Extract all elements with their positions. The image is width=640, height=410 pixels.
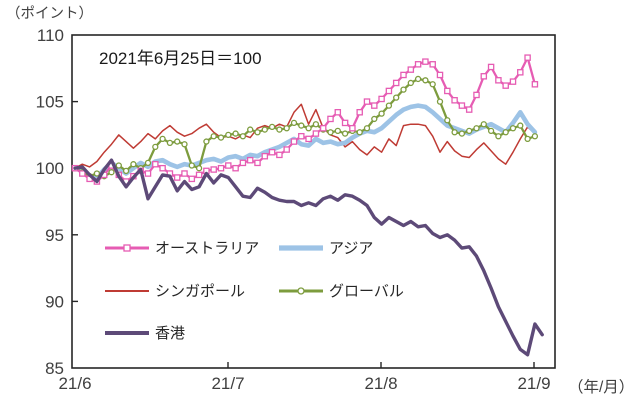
series-hongkong (73, 158, 544, 357)
y-tick-label: 110 (37, 26, 64, 45)
legend-line-hongkong-sample (105, 330, 149, 335)
legend-item-hongkong: 香港 (104, 322, 185, 343)
series-australia (71, 54, 539, 185)
y-tick-label: 105 (36, 93, 64, 112)
y-tick-label: 95 (45, 226, 64, 245)
legend-label-global: グローバル (329, 283, 404, 300)
base-date-annotation: 2021年6月25日＝100 (99, 49, 262, 68)
x-tick-label: 21/9 (517, 374, 550, 393)
legend-item-singapore: シンガポール (104, 280, 245, 301)
x-tick-label: 21/8 (364, 374, 397, 393)
x-tick-label: 21/7 (211, 374, 244, 393)
legend-line-australia-sample (105, 243, 149, 252)
y-tick-label: 100 (36, 159, 64, 178)
legend-line-singapore-sample (105, 289, 149, 292)
legend-item-asia: アジア (278, 237, 373, 258)
series-singapore (74, 103, 536, 169)
x-axis-unit-label: （年/月） (568, 378, 634, 396)
y-tick-label: 90 (45, 292, 64, 311)
legend-label-singapore: シンガポール (155, 283, 246, 300)
legend-line-asia-sample (279, 244, 323, 251)
x-tick-label: 21/6 (58, 374, 91, 393)
plot-border (71, 34, 556, 369)
legend-label-australia: オーストラリア (155, 240, 260, 257)
series-asia (72, 103, 538, 180)
legend-item-australia: オーストラリア (104, 237, 259, 258)
legend-label-asia: アジア (329, 240, 374, 257)
legend-line-global-sample (279, 286, 323, 295)
y-axis-unit-label: （ポイント） (6, 5, 93, 22)
legend-label-hongkong: 香港 (155, 325, 186, 342)
y-tick-label: 85 (45, 359, 64, 378)
legend-item-global: グローバル (278, 280, 404, 301)
